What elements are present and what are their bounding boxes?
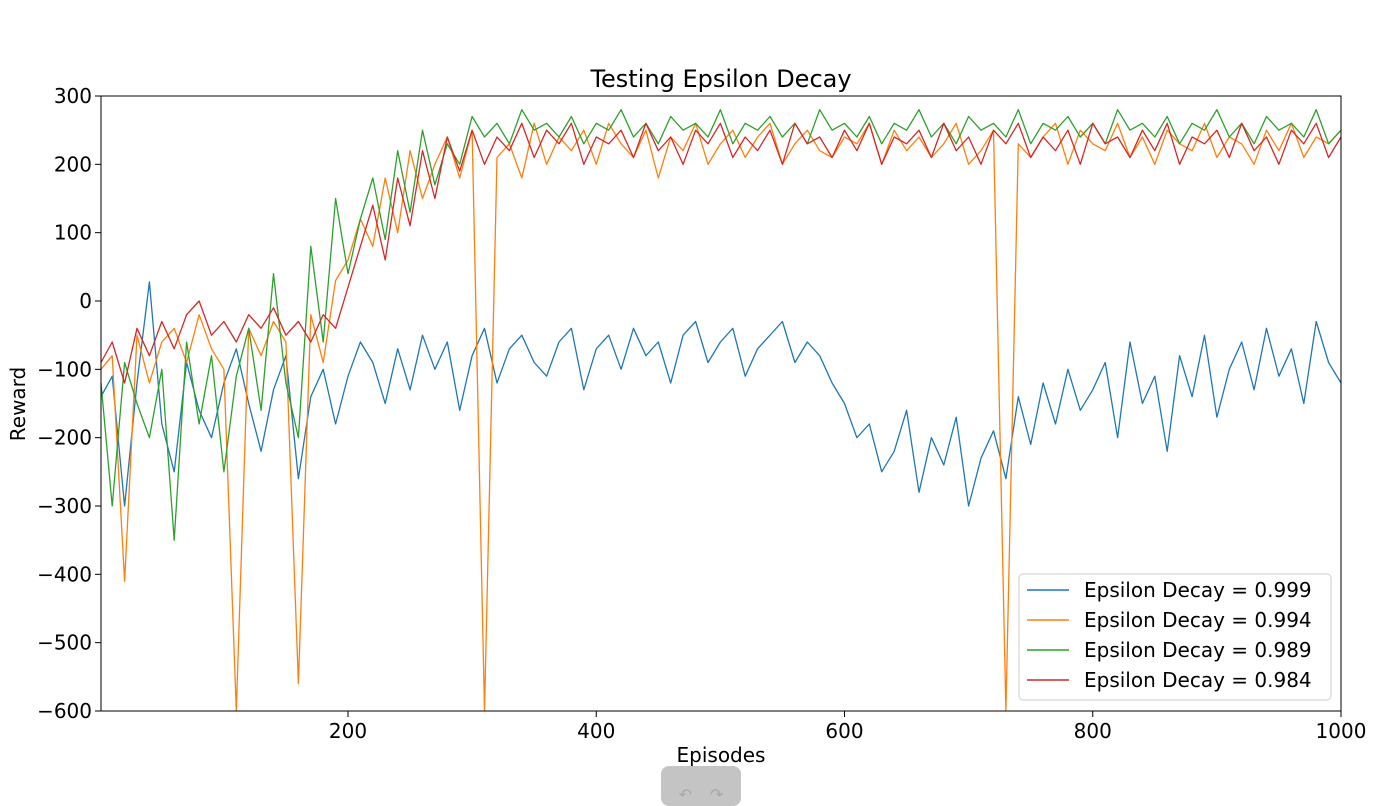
y-tick-label-5: −200 [37, 426, 92, 450]
x-axis-label: Episodes [677, 743, 766, 767]
x-tick-label-600: 600 [825, 719, 863, 743]
y-tick-label-6: −300 [37, 494, 92, 518]
y-axis: 300 200 100 0 −100 −200 −300 −400 −500 −600 [37, 84, 101, 723]
y-tick-label-7: −400 [37, 562, 92, 586]
y-tick-label-3: 0 [79, 289, 92, 313]
chart-title: Testing Epsilon Decay [589, 65, 851, 93]
series-line-4 [100, 122, 1342, 384]
y-tick-label-1: 200 [54, 152, 92, 176]
series-line-3 [100, 109, 1342, 541]
back-icon[interactable]: ↶ [678, 784, 692, 804]
y-tick-label-2: 100 [54, 221, 92, 245]
series-line-2 [100, 122, 1342, 712]
x-axis: 200 400 600 800 1000 [329, 711, 1367, 743]
y-axis-label: Reward [6, 367, 30, 441]
legend-label-2: Epsilon Decay = 0.994 [1084, 608, 1312, 632]
x-tick-label-200: 200 [329, 719, 367, 743]
legend-label-3: Epsilon Decay = 0.989 [1084, 638, 1312, 662]
forward-icon[interactable]: ↷ [710, 784, 724, 804]
y-tick-label-0: 300 [54, 84, 92, 108]
legend-box [1018, 573, 1332, 701]
plot-frame [100, 95, 1342, 712]
x-tick-label-400: 400 [577, 719, 615, 743]
navigation-pill[interactable]: ↶ ↷ [661, 766, 741, 806]
legend-label-4: Epsilon Decay = 0.984 [1084, 668, 1312, 692]
y-tick-label-9: −600 [37, 699, 92, 723]
y-tick-label-8: −500 [37, 631, 92, 655]
x-tick-label-1000: 1000 [1316, 719, 1367, 743]
legend-label-1: Epsilon Decay = 0.999 [1084, 578, 1312, 602]
x-tick-label-800: 800 [1074, 719, 1112, 743]
legend: Epsilon Decay = 0.999 Epsilon Decay = 0.9… [1018, 573, 1332, 701]
series-layer [100, 109, 1342, 712]
y-tick-label-4: −100 [37, 357, 92, 381]
